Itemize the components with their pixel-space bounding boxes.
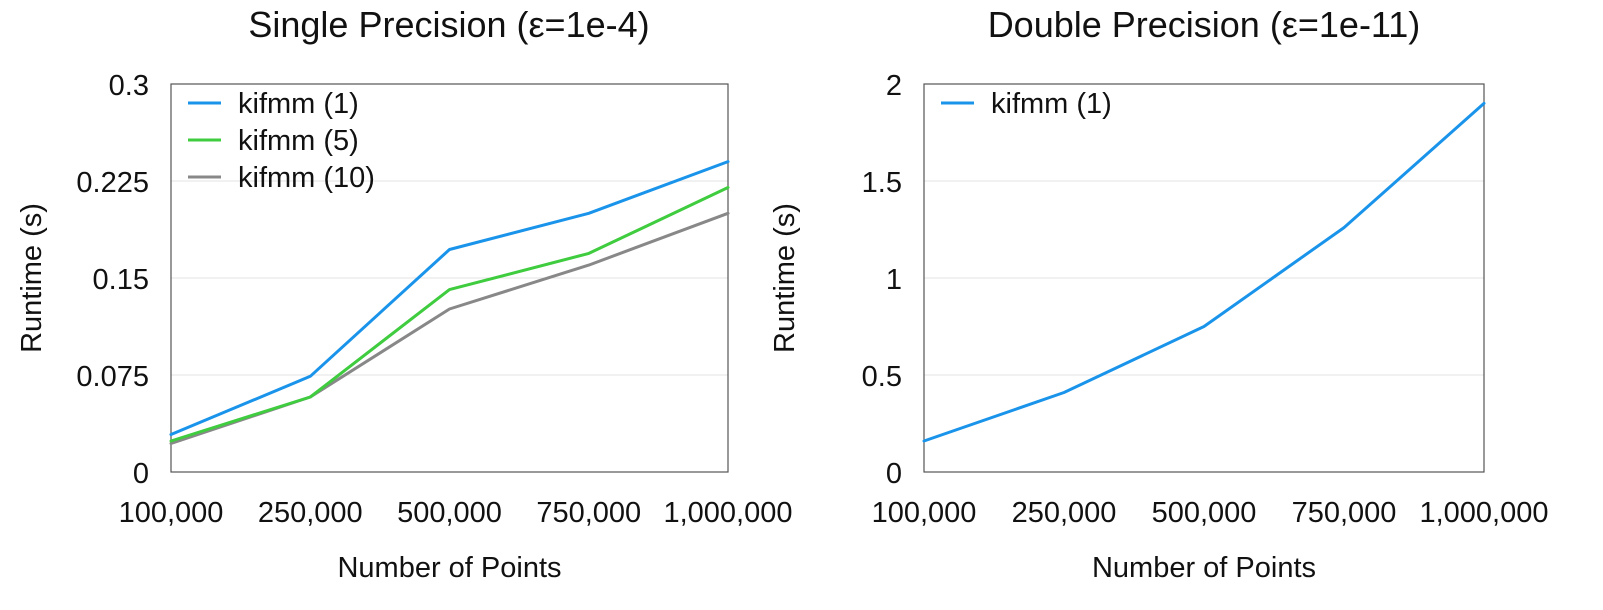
chart1-legend-label-3: kifmm (10): [238, 162, 375, 194]
chart2-y-axis-label: Runtime (s): [769, 203, 801, 353]
chart2-ytick-label: 1: [886, 264, 902, 296]
chart2-xtick-label: 750,000: [1292, 497, 1397, 529]
chart1-ytick-label: 0: [133, 458, 149, 490]
chart2-xtick-label: 500,000: [1152, 497, 1257, 529]
chart1-xtick-label: 500,000: [397, 497, 502, 529]
chart2-title: Double Precision (ε=1e-11): [988, 4, 1421, 45]
chart2-x-axis-label: Number of Points: [1092, 552, 1316, 584]
chart1-title: Single Precision (ε=1e-4): [248, 4, 649, 45]
chart1-y-axis-label: Runtime (s): [16, 203, 48, 353]
chart1-legend-label-2: kifmm (5): [238, 125, 359, 157]
chart2-legend-label-1: kifmm (1): [991, 88, 1112, 120]
chart1-x-axis-label: Number of Points: [337, 552, 561, 584]
chart1-series-line-1: [169, 160, 730, 436]
chart2-ytick-label: 2: [886, 70, 902, 102]
chart2-ytick-label: 1.5: [862, 167, 902, 199]
chart2-xtick-label: 250,000: [1012, 497, 1117, 529]
chart1-series-line-2: [169, 186, 730, 443]
chart1-ytick-label: 0.15: [93, 264, 149, 296]
chart2-ytick-label: 0.5: [862, 361, 902, 393]
chart2-ytick-label: 0: [886, 458, 902, 490]
chart1-plot-frame: [170, 83, 729, 473]
chart1-xtick-label: 100,000: [119, 497, 224, 529]
chart1-xtick-label: 750,000: [536, 497, 641, 529]
chart2-series-line-1: [922, 101, 1486, 443]
chart2-xtick-label: 1,000,000: [1419, 497, 1548, 529]
chart2-plot-frame: [923, 83, 1485, 473]
chart1-ytick-label: 0.3: [109, 70, 149, 102]
chart1-xtick-label: 1,000,000: [663, 497, 792, 529]
chart1-ytick-label: 0.075: [76, 361, 149, 393]
chart1-ytick-label: 0.225: [76, 167, 149, 199]
chart1-legend-label-1: kifmm (1): [238, 88, 359, 120]
chart1-xtick-label: 250,000: [258, 497, 363, 529]
chart1-series-line-3: [169, 211, 730, 445]
chart2-xtick-label: 100,000: [872, 497, 977, 529]
